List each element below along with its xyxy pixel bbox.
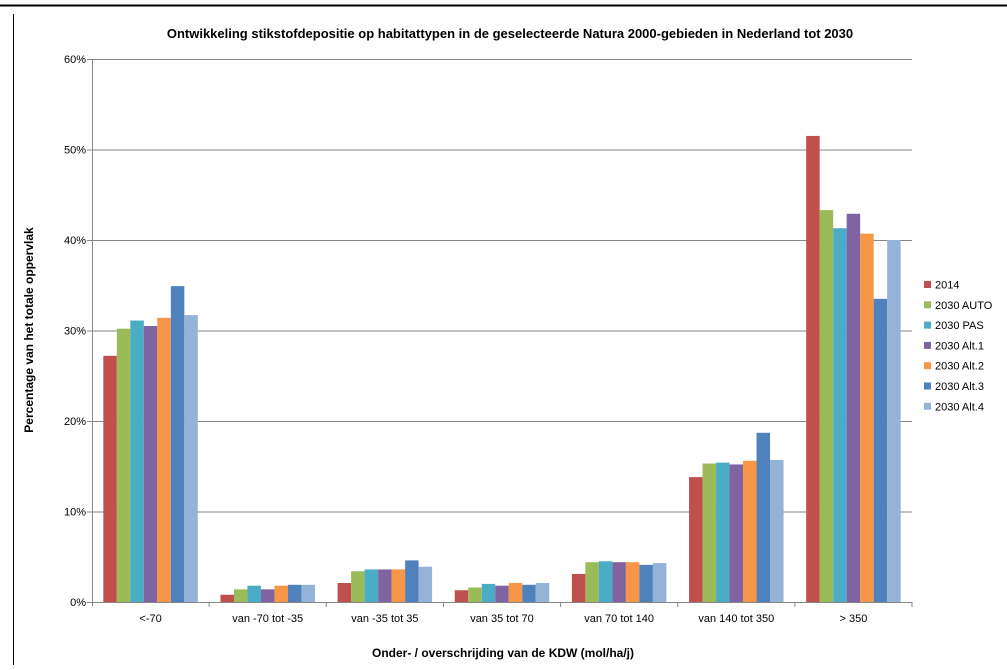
bar — [364, 569, 379, 602]
y-axis-label: Percentage van het totale oppervlak — [22, 227, 36, 433]
bar — [756, 432, 771, 602]
bar — [639, 564, 653, 602]
legend-label: 2030 PAS — [935, 320, 984, 332]
bar — [418, 566, 433, 602]
bar — [819, 210, 834, 602]
y-tick-labels: 0% 10% 20% 30% 40% 50% 60% — [64, 54, 86, 609]
bars — [103, 135, 901, 603]
bar — [873, 298, 888, 602]
y-tick-label: 0% — [70, 597, 86, 609]
legend-label: 2030 Alt.1 — [935, 340, 984, 352]
bar — [887, 240, 901, 602]
legend: 2014 2030 AUTO 2030 PAS 2030 Alt.1 2030 Alt.… — [924, 280, 993, 413]
y-tick-label: 40% — [64, 235, 86, 247]
legend-label: 2014 — [935, 280, 959, 292]
bar — [260, 589, 275, 602]
x-tick-label: van -70 tot -35 — [232, 613, 303, 625]
bar — [468, 587, 482, 602]
bar — [522, 584, 536, 602]
bar — [103, 355, 117, 602]
legend-label: 2030 AUTO — [935, 300, 993, 312]
bar — [689, 477, 703, 602]
bar — [743, 460, 757, 602]
x-tick-label: van 140 tot 350 — [698, 613, 774, 625]
bar — [770, 459, 784, 602]
bar — [301, 584, 315, 602]
y-tick-label: 30% — [64, 326, 86, 338]
legend-swatch — [924, 402, 931, 410]
bar — [729, 464, 744, 602]
bar — [337, 582, 352, 602]
bar — [233, 589, 248, 602]
bar — [833, 228, 847, 603]
y-tick-label: 50% — [64, 145, 86, 157]
bar — [495, 585, 509, 602]
bar — [652, 563, 667, 602]
bar — [612, 562, 626, 602]
bar — [625, 562, 640, 602]
x-axis-label: Onder- / overschrijding van de KDW (mol/… — [372, 646, 634, 660]
bar — [184, 315, 198, 602]
y-tick-label: 20% — [64, 416, 86, 428]
bar — [481, 583, 496, 602]
bar — [116, 328, 131, 602]
bar — [702, 463, 717, 602]
bar — [170, 286, 185, 602]
x-tick-label: van -35 tot 35 — [351, 613, 418, 625]
bar — [571, 573, 586, 602]
bar — [391, 569, 406, 602]
bar — [535, 582, 550, 602]
x-tick-label: van 35 tot 70 — [470, 613, 534, 625]
legend-label: 2030 Alt.3 — [935, 381, 984, 393]
bar — [585, 562, 599, 602]
bar — [287, 584, 302, 602]
legend-swatch — [924, 362, 931, 370]
bar — [378, 569, 392, 602]
bar — [508, 582, 523, 602]
legend-label: 2030 Alt.4 — [935, 401, 984, 413]
legend-swatch — [924, 301, 931, 309]
bar — [860, 233, 874, 603]
bar — [274, 585, 288, 602]
bar — [598, 561, 613, 602]
gridlines — [87, 59, 913, 607]
legend-swatch — [924, 382, 931, 390]
bar — [157, 317, 171, 602]
bar — [405, 560, 419, 602]
bar — [130, 320, 144, 602]
bar — [806, 135, 820, 603]
y-tick-label: 10% — [64, 507, 86, 519]
legend-swatch — [924, 281, 931, 288]
x-tick-label: > 350 — [840, 613, 868, 625]
bar — [143, 325, 158, 602]
legend-label: 2030 Alt.2 — [935, 361, 984, 373]
legend-swatch — [924, 341, 931, 349]
bar — [351, 571, 365, 602]
legend-swatch — [924, 321, 931, 329]
x-tick-labels: <-70 van -70 tot -35 van -35 tot 35 van 35 … — [139, 613, 867, 625]
x-tick-label: <-70 — [139, 613, 161, 625]
bar — [454, 590, 469, 602]
bar — [247, 585, 261, 602]
bar — [846, 213, 861, 602]
bar — [716, 462, 730, 602]
bar — [220, 594, 234, 602]
y-tick-label: 60% — [64, 54, 86, 66]
chart-title: Ontwikkeling stikstofdepositie op habita… — [167, 26, 853, 41]
x-tick-label: van 70 tot 140 — [584, 613, 654, 625]
